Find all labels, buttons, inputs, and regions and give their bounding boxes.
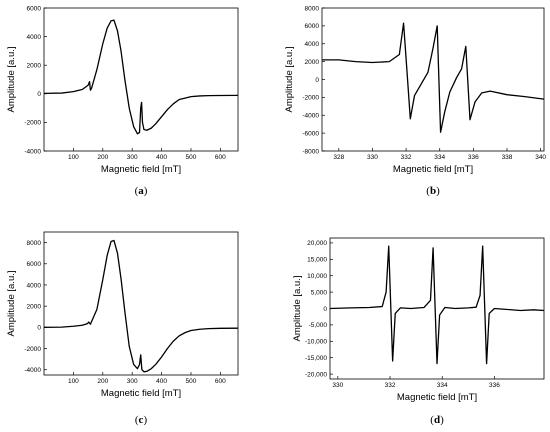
y-tick-label: -15,000 <box>305 355 327 362</box>
x-axis-title: Magnetic field [mT] <box>397 392 477 403</box>
y-tick-label: -2000 <box>24 346 41 353</box>
x-tick-label: 100 <box>68 378 79 385</box>
panel-paren: ) <box>143 414 147 426</box>
x-tick-label: 200 <box>97 378 108 385</box>
y-tick-label: -4000 <box>302 113 319 120</box>
x-axis-title: Magnetic field [mT] <box>101 388 181 399</box>
series-line <box>44 239 238 373</box>
x-tick-label: 500 <box>186 378 197 385</box>
panel-letter: a <box>138 185 144 197</box>
panel-letter: c <box>139 414 144 426</box>
panel-paren: ( <box>135 414 139 426</box>
panel-label: (d) <box>430 414 444 426</box>
panel-c: 100 200 300 400 500 600 -4000 -2000 0 2000 4000 600… <box>6 231 239 426</box>
panel-label: (a) <box>135 185 148 197</box>
panel-label: (b) <box>426 185 440 197</box>
y-tick-label: -10,000 <box>305 339 327 346</box>
panel-letter: b <box>430 185 436 197</box>
x-tick-label: 328 <box>333 154 344 161</box>
plot-frame <box>43 231 239 376</box>
y-tick-label: 15,000 <box>307 257 327 264</box>
x-tick-label: 200 <box>97 154 108 161</box>
x-tick-label: 340 <box>535 154 546 161</box>
x-tick-label: 300 <box>127 378 138 385</box>
y-tick-label: 4000 <box>305 41 320 48</box>
panel-letter: d <box>434 414 440 426</box>
x-tick-label: 330 <box>332 382 343 389</box>
y-tick-label: -20,000 <box>305 371 327 378</box>
plot-frame <box>321 7 545 152</box>
x-tick-label: 336 <box>489 382 500 389</box>
y-tick-label: 2000 <box>305 59 320 66</box>
x-tick-label: 330 <box>367 154 378 161</box>
y-tick-label: 10,000 <box>307 273 327 280</box>
x-tick-label: 600 <box>215 154 226 161</box>
y-axis-title: Amplitude [a.u.] <box>6 270 17 336</box>
y-tick-label: 6000 <box>27 261 42 268</box>
x-tick-label: 300 <box>127 154 138 161</box>
y-tick-label: -6000 <box>302 130 319 137</box>
panel-b: 328 330 332 334 336 338 340 -8000 -6000 -4000 -200… <box>284 5 546 197</box>
panel-paren: ( <box>430 414 434 426</box>
x-tick-label: 334 <box>434 154 445 161</box>
y-tick-label: 5,000 <box>311 289 328 296</box>
panel-a: 100 200 300 400 500 600 -4000 -2000 0 2000 4000 600… <box>6 5 239 197</box>
x-tick-label: 334 <box>437 382 448 389</box>
y-tick-label: 0 <box>323 306 327 313</box>
panel-paren: ( <box>426 185 430 197</box>
y-tick-label: -8000 <box>302 148 319 155</box>
y-tick-label: 8000 <box>305 5 320 12</box>
y-tick-label: -5,000 <box>309 322 328 329</box>
series-line <box>330 245 544 365</box>
panel-paren: ) <box>436 185 440 197</box>
x-axis-title: Magnetic field [mT] <box>393 164 473 175</box>
panel-d: 330 332 334 336 -20,000 -15,000 -10,000 -5,000 0… <box>292 237 545 426</box>
y-tick-label: 0 <box>315 77 319 84</box>
y-tick-label: 6000 <box>27 5 42 12</box>
x-tick-label: 500 <box>186 154 197 161</box>
y-axis-title: Amplitude [a.u.] <box>284 46 295 112</box>
y-tick-label: 6000 <box>305 23 320 30</box>
y-tick-label: 0 <box>37 325 41 332</box>
x-tick-label: 336 <box>468 154 479 161</box>
x-axis-title: Magnetic field [mT] <box>101 164 181 175</box>
plot-frame <box>43 7 239 152</box>
y-axis-title: Amplitude [a.u.] <box>6 46 17 112</box>
x-tick-label: 338 <box>502 154 513 161</box>
y-tick-label: -4000 <box>24 367 41 374</box>
y-tick-label: -2000 <box>302 95 319 102</box>
panel-label: (c) <box>135 414 148 426</box>
panel-paren: ) <box>144 185 148 197</box>
y-tick-label: 2000 <box>27 63 42 70</box>
y-tick-label: 4000 <box>27 282 42 289</box>
x-tick-label: 332 <box>401 154 412 161</box>
series-line <box>44 19 238 135</box>
series-line <box>322 22 544 133</box>
panel-paren: ) <box>440 414 444 426</box>
x-tick-label: 332 <box>385 382 396 389</box>
y-tick-label: -2000 <box>24 120 41 127</box>
y-tick-label: 20,000 <box>307 240 327 247</box>
y-tick-label: -4000 <box>24 148 41 155</box>
x-tick-label: 400 <box>156 378 167 385</box>
panel-paren: ( <box>135 185 139 197</box>
x-tick-label: 600 <box>215 378 226 385</box>
y-tick-label: 2000 <box>27 303 42 310</box>
y-tick-label: 8000 <box>27 240 42 247</box>
y-tick-label: 0 <box>37 91 41 98</box>
x-tick-label: 100 <box>68 154 79 161</box>
y-tick-label: 4000 <box>27 34 42 41</box>
y-axis-title: Amplitude [a.u.] <box>292 275 303 341</box>
x-tick-label: 400 <box>156 154 167 161</box>
